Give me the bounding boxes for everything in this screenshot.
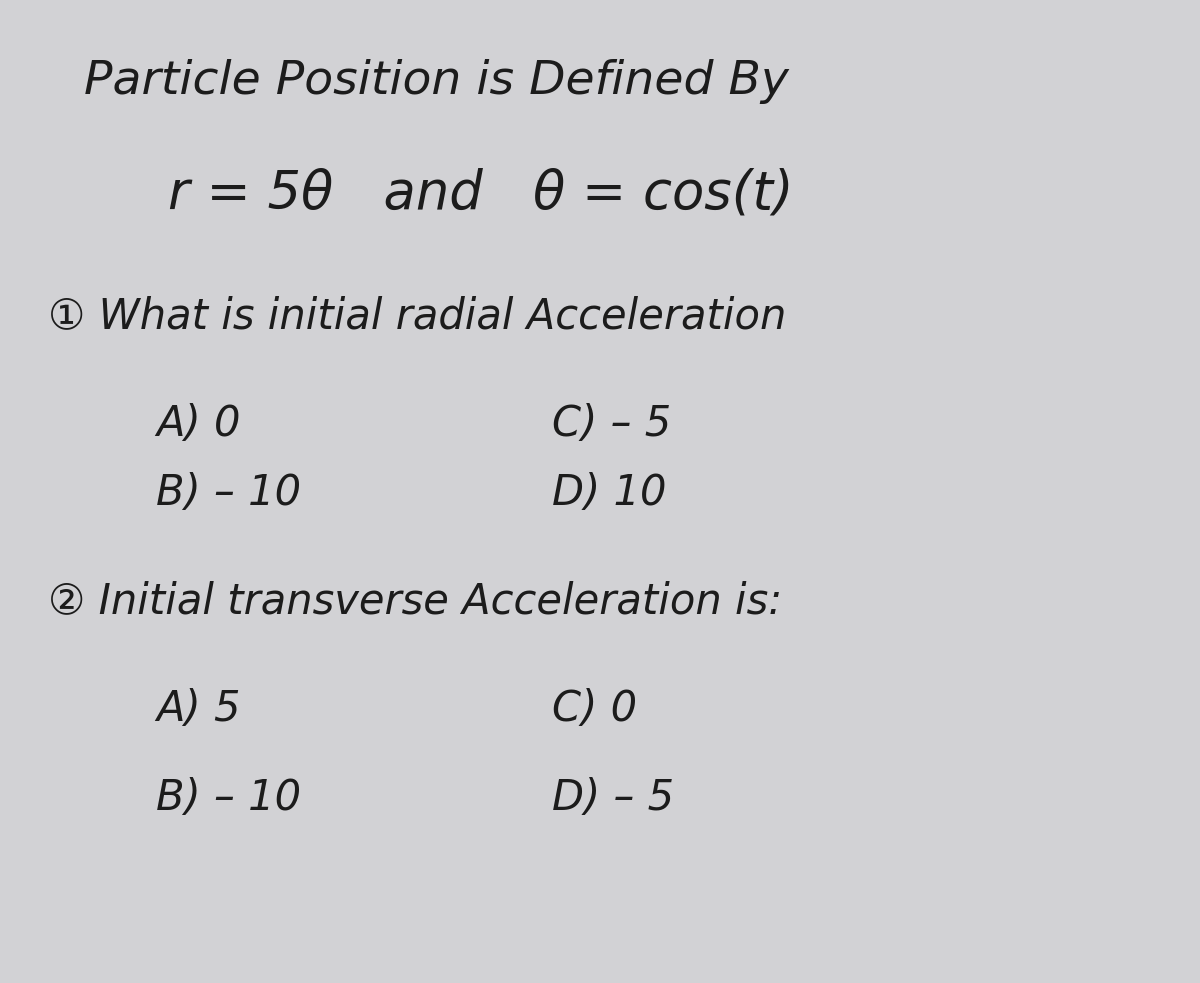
Text: D) – 5: D) – 5	[552, 777, 674, 819]
Text: C) 0: C) 0	[552, 688, 637, 730]
Text: A) 0: A) 0	[156, 403, 240, 445]
Text: A) 5: A) 5	[156, 688, 240, 730]
Text: ② Initial transverse Acceleration is:: ② Initial transverse Acceleration is:	[48, 580, 782, 622]
Text: D) 10: D) 10	[552, 472, 666, 514]
Text: Particle Position is Defined By: Particle Position is Defined By	[84, 59, 788, 104]
Text: B) – 10: B) – 10	[156, 777, 301, 819]
Text: C) – 5: C) – 5	[552, 403, 671, 445]
Text: ① What is initial radial Acceleration: ① What is initial radial Acceleration	[48, 295, 786, 337]
Text: r = 5θ   and   θ = cos(t): r = 5θ and θ = cos(t)	[168, 167, 793, 219]
Text: B) – 10: B) – 10	[156, 472, 301, 514]
